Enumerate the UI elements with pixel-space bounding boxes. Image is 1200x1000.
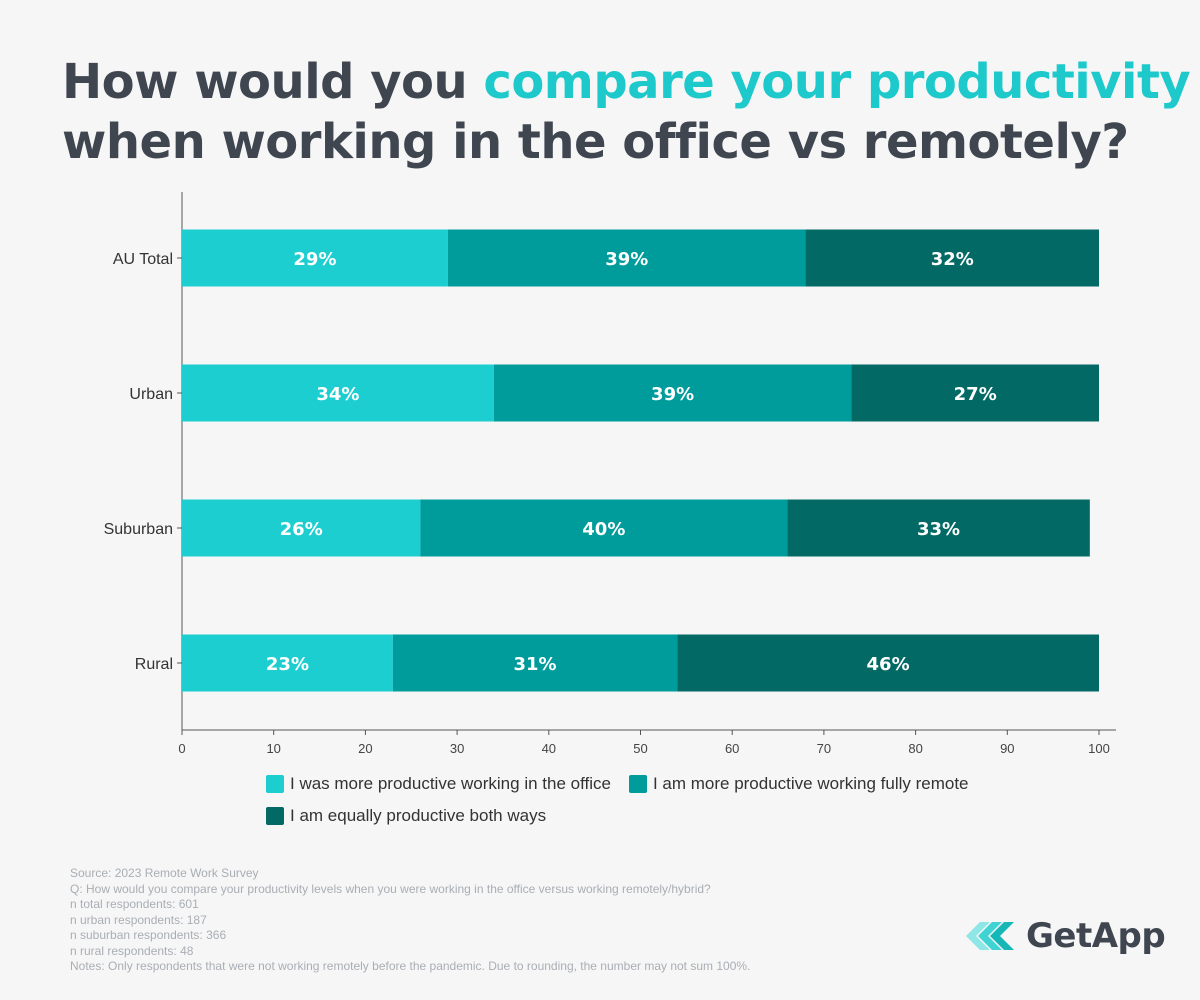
note-source: Source: 2023 Remote Work Survey — [70, 866, 259, 880]
data-label: 39% — [605, 249, 648, 270]
bar-segment — [787, 499, 1090, 557]
legend-label-remote: I am more productive working fully remot… — [652, 774, 969, 793]
category-label: Urban — [129, 386, 173, 403]
data-label: 46% — [867, 654, 910, 675]
bar-segment — [420, 499, 788, 557]
x-tick-label: 30 — [450, 741, 464, 756]
data-label: 33% — [917, 519, 960, 540]
note-n-suburban: n suburban respondents: 366 — [70, 928, 227, 942]
category-label: Rural — [135, 656, 173, 673]
x-tick-label: 50 — [633, 741, 647, 756]
data-label: 40% — [582, 519, 625, 540]
legend-label-office: I was more productive working in the off… — [290, 774, 611, 793]
data-label: 23% — [266, 654, 309, 675]
bar-segment — [447, 229, 806, 287]
note-n-urban: n urban respondents: 187 — [70, 912, 207, 927]
title-prefix: How would you — [62, 54, 484, 110]
footnotes: Source: 2023 Remote Work Survey Q: How w… — [70, 866, 930, 975]
data-label: 27% — [954, 384, 997, 405]
legend-swatch-office — [266, 775, 284, 793]
x-tick-label: 40 — [542, 741, 556, 756]
x-tick-label: 90 — [1000, 741, 1014, 756]
stacked-bar-chart: 0 10 20 30 40 50 60 70 80 90 100 AU Total 29% 39% 32% U… — [104, 192, 1116, 756]
data-label: 39% — [651, 384, 694, 405]
x-tick-label: 70 — [817, 741, 831, 756]
note-question: Q: How would you compare your productivi… — [70, 881, 711, 896]
getapp-chevrons-icon — [966, 922, 1014, 950]
note-rounding: Notes: Only respondents that were not wo… — [70, 959, 751, 973]
x-tick-label: 20 — [358, 741, 372, 756]
bar-segment — [182, 364, 494, 422]
data-label: 29% — [293, 249, 336, 270]
data-label: 32% — [931, 249, 974, 270]
legend-swatch-remote — [628, 775, 647, 793]
logo-text: GetApp — [1026, 916, 1166, 956]
note-n-total: n total respondents: 601 — [70, 897, 199, 911]
data-label: 26% — [280, 519, 323, 540]
bar-segment — [493, 364, 852, 422]
legend-item-remote: I am more productive working fully remot… — [628, 774, 969, 794]
bar-segment — [182, 499, 421, 557]
legend-label-equal: I am equally productive both ways — [290, 806, 547, 825]
chart-title: How would you compare your productivity … — [62, 52, 1191, 172]
data-label: 31% — [513, 654, 556, 675]
bar-segment — [182, 634, 393, 692]
bar-segment — [805, 229, 1099, 287]
x-tick-label: 100 — [1088, 741, 1110, 756]
title-highlight: compare your productivity — [483, 54, 1191, 110]
bar-segment — [677, 634, 1099, 692]
bar-segment — [851, 364, 1099, 422]
data-label: 34% — [316, 384, 359, 405]
legend-swatch-equal — [266, 807, 284, 825]
bar-segment — [392, 634, 678, 692]
bar-segment — [182, 229, 448, 287]
x-tick-label: 80 — [908, 741, 922, 756]
note-n-rural: n rural respondents: 48 — [70, 943, 194, 958]
title-line2: when working in the office vs remotely? — [62, 114, 1129, 170]
legend-item-office: I was more productive working in the off… — [266, 774, 611, 794]
x-tick-label: 10 — [266, 741, 280, 756]
category-label: Suburban — [104, 521, 173, 538]
category-label: AU Total — [113, 251, 173, 268]
x-tick-label: 60 — [725, 741, 739, 756]
legend: I was more productive working in the off… — [266, 774, 1126, 838]
getapp-logo: GetApp — [964, 916, 1166, 956]
x-tick-label: 0 — [178, 741, 185, 756]
legend-item-equal: I am equally productive both ways — [266, 806, 546, 826]
